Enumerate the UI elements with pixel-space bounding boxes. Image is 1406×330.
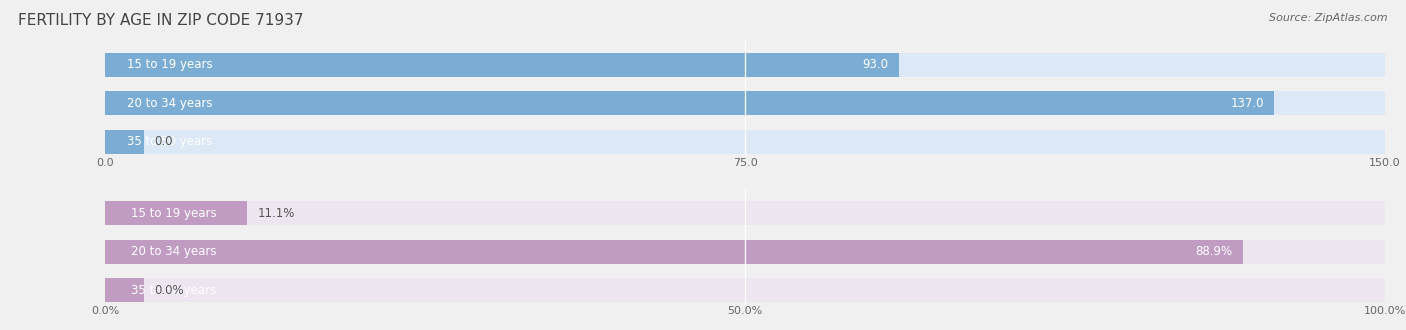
Text: 93.0: 93.0 — [862, 58, 889, 71]
Bar — [105, 53, 1385, 77]
Text: 137.0: 137.0 — [1230, 97, 1264, 110]
Text: Source: ZipAtlas.com: Source: ZipAtlas.com — [1270, 13, 1388, 23]
Bar — [105, 130, 1385, 153]
Text: FERTILITY BY AGE IN ZIP CODE 71937: FERTILITY BY AGE IN ZIP CODE 71937 — [18, 13, 304, 28]
Text: 88.9%: 88.9% — [1195, 245, 1233, 258]
Bar — [105, 91, 1385, 115]
Bar — [105, 278, 1385, 302]
Bar — [105, 240, 1243, 264]
Bar — [105, 91, 1274, 115]
Bar — [105, 201, 1385, 225]
Text: 0.0%: 0.0% — [155, 283, 184, 297]
Text: 35 to 50 years: 35 to 50 years — [131, 283, 217, 297]
Bar — [105, 278, 143, 302]
Bar — [105, 201, 247, 225]
Text: 15 to 19 years: 15 to 19 years — [127, 58, 212, 71]
Text: 0.0: 0.0 — [155, 135, 173, 148]
Text: 20 to 34 years: 20 to 34 years — [127, 97, 212, 110]
Bar — [105, 130, 143, 153]
Bar — [105, 53, 898, 77]
Text: 15 to 19 years: 15 to 19 years — [131, 207, 217, 220]
Text: 35 to 50 years: 35 to 50 years — [127, 135, 212, 148]
Text: 11.1%: 11.1% — [257, 207, 295, 220]
Text: 20 to 34 years: 20 to 34 years — [131, 245, 217, 258]
Bar — [105, 240, 1385, 264]
